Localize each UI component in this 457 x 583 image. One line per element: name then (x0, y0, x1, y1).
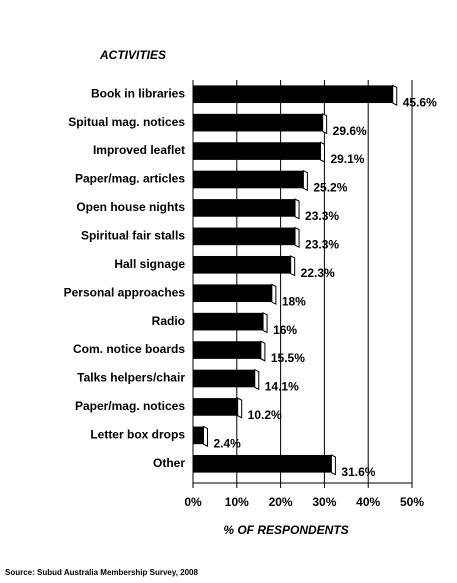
value-label: 18% (282, 294, 306, 308)
bar-side (330, 454, 336, 476)
bar (193, 283, 277, 305)
source-note: Source: Subud Australia Membership Surve… (5, 568, 199, 577)
y-tick-label: Letter box drops (90, 428, 185, 442)
bar-face (193, 369, 255, 388)
bar-face (193, 85, 393, 104)
value-label: 23.3% (305, 238, 339, 252)
value-label: 23.3% (305, 209, 339, 223)
bar (193, 255, 296, 277)
bar (193, 340, 266, 362)
bar-face (193, 255, 291, 274)
bar-face (193, 227, 296, 246)
value-label: 15.5% (271, 351, 305, 365)
bar (193, 226, 300, 248)
bar (193, 169, 308, 192)
value-label: 16% (273, 323, 297, 337)
bar (193, 84, 398, 106)
bar (193, 425, 209, 447)
bar-face (193, 142, 321, 160)
y-tick-label: Spitual mag. notices (68, 115, 185, 129)
x-tick-label: 50% (400, 495, 424, 509)
bar-side (260, 340, 266, 362)
value-label: 29.6% (333, 124, 367, 138)
y-tick-label: Personal approaches (64, 285, 186, 299)
bar-face (193, 170, 304, 189)
x-tick-label: 0% (184, 495, 202, 509)
bar-side (294, 198, 300, 220)
y-axis-title: ACTIVITIES (99, 48, 166, 62)
bar (193, 198, 300, 220)
y-tick-label: Hall signage (114, 257, 185, 271)
y-tick-label: Spiritual fair stalls (81, 229, 185, 243)
y-tick-label: Com. notice boards (73, 342, 185, 356)
value-label: 22.3% (301, 266, 335, 280)
y-tick-label: Paper/mag. notices (75, 399, 185, 413)
bar-face (193, 113, 323, 132)
bar (193, 141, 325, 163)
y-tick-label: Open house nights (76, 200, 185, 214)
value-label: 14.1% (265, 380, 299, 394)
y-tick-label: Radio (152, 314, 185, 328)
bar-face (193, 398, 238, 416)
value-label: 2.4% (214, 437, 242, 451)
x-tick-label: 30% (312, 495, 336, 509)
bar (193, 454, 336, 476)
bar-side (302, 169, 308, 192)
value-label: 29.1% (330, 152, 364, 166)
x-tick-label: 40% (356, 495, 380, 509)
bar-side (271, 283, 277, 305)
bar (193, 312, 268, 334)
value-label: 25.2% (313, 181, 347, 195)
y-tick-label: Other (153, 456, 185, 470)
value-label: 10.2% (248, 408, 282, 422)
bar-face (193, 454, 332, 473)
bar (193, 113, 328, 135)
x-axis-title: % OF RESPONDENTS (223, 523, 348, 537)
bar-side (237, 397, 243, 419)
x-tick-label: 10% (225, 495, 249, 509)
y-tick-label: Book in libraries (91, 86, 185, 100)
value-label: 45.6% (403, 95, 437, 109)
bar-face (193, 426, 204, 445)
bar-side (319, 141, 325, 163)
y-tick-label: Improved leaflet (93, 143, 185, 157)
bar-face (193, 199, 296, 217)
bar-side (392, 84, 398, 106)
x-tick-label: 20% (269, 495, 293, 509)
bar-side (262, 312, 268, 334)
bar-side (290, 255, 296, 277)
bar-side (203, 425, 209, 447)
bar (193, 368, 260, 391)
bar-side (322, 113, 328, 135)
bar-side (294, 226, 300, 248)
bar-face (193, 284, 272, 303)
bar-face (193, 341, 261, 359)
y-tick-label: Paper/mag. articles (75, 172, 185, 186)
bar-side (254, 368, 260, 391)
bar-face (193, 312, 264, 331)
bar (193, 397, 243, 419)
value-label: 31.6% (341, 465, 375, 479)
y-tick-label: Talks helpers/chair (77, 371, 185, 385)
